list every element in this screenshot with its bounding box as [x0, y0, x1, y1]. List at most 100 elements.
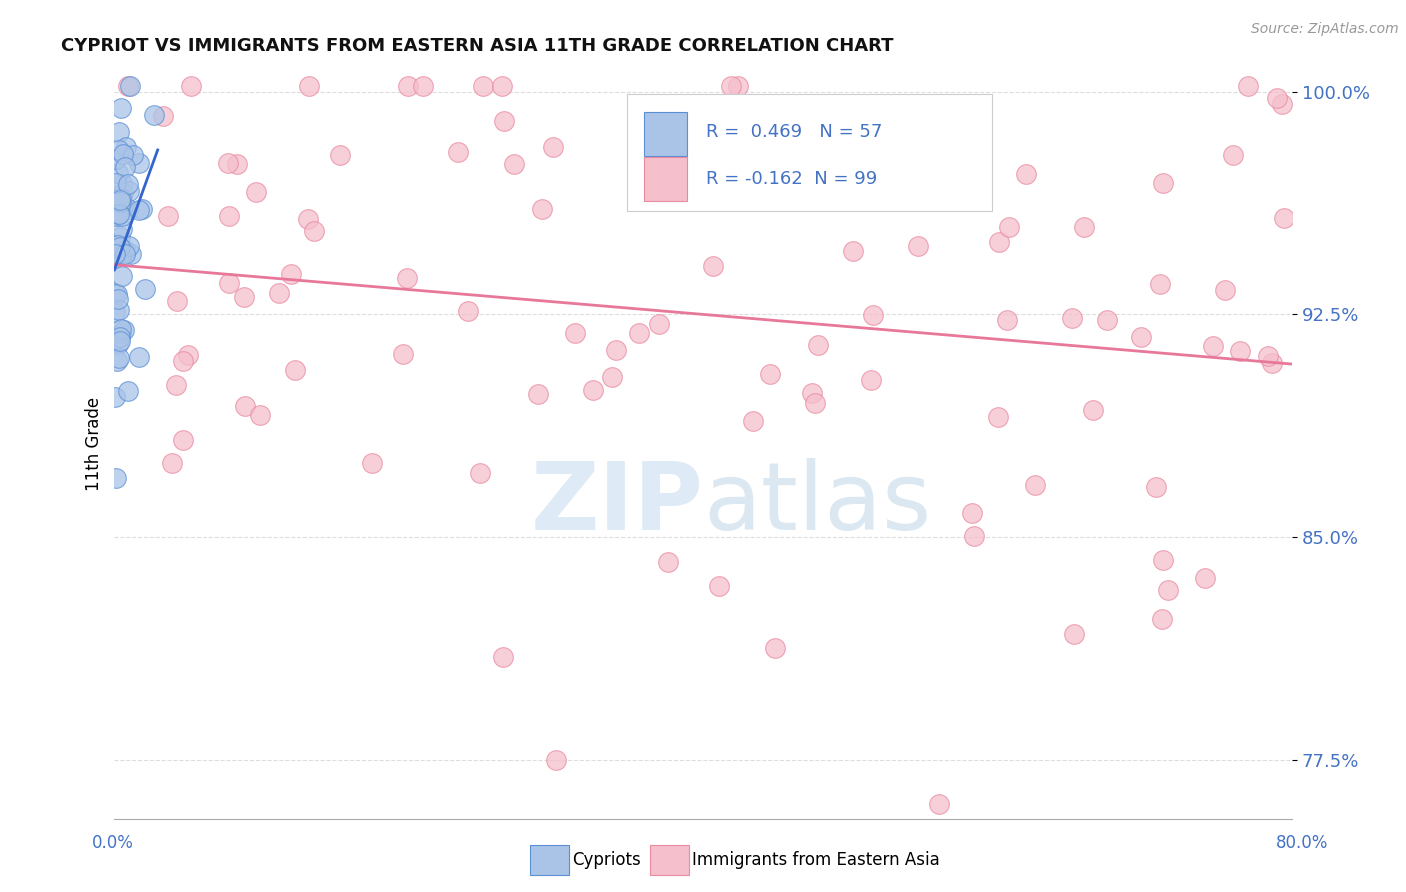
- Point: [1024, 478, 1046, 492]
- Point: [104, 247, 127, 261]
- Point: [108, 334, 131, 348]
- Point: [172, 433, 194, 447]
- Point: [104, 390, 127, 404]
- Point: [107, 166, 129, 180]
- Point: [108, 207, 131, 221]
- Point: [108, 351, 131, 366]
- Point: [280, 267, 302, 281]
- Point: [492, 650, 515, 665]
- Point: [1260, 356, 1282, 370]
- Point: [806, 338, 828, 352]
- Point: [110, 322, 132, 336]
- Point: [111, 222, 134, 236]
- Point: [582, 383, 605, 397]
- Point: [115, 244, 138, 258]
- Point: [117, 384, 139, 398]
- Point: [118, 239, 141, 253]
- Point: [1271, 96, 1294, 111]
- FancyBboxPatch shape: [644, 112, 686, 156]
- Point: [110, 244, 132, 259]
- Point: [105, 177, 128, 191]
- Point: [987, 235, 1010, 249]
- Point: [152, 109, 174, 123]
- Point: [110, 178, 132, 192]
- Point: [1157, 583, 1180, 598]
- Text: 80.0%: 80.0%: [1277, 834, 1329, 852]
- Point: [1272, 211, 1295, 225]
- Point: [468, 466, 491, 480]
- Point: [1083, 403, 1105, 417]
- Text: Cypriots: Cypriots: [572, 851, 641, 869]
- Point: [987, 409, 1010, 424]
- Point: [995, 312, 1018, 326]
- Point: [907, 238, 929, 252]
- Point: [842, 244, 865, 258]
- Point: [1144, 480, 1167, 494]
- Point: [962, 506, 984, 520]
- Point: [114, 140, 136, 154]
- Point: [1063, 626, 1085, 640]
- Point: [112, 323, 135, 337]
- Point: [122, 148, 145, 162]
- Point: [859, 374, 882, 388]
- Point: [226, 156, 249, 170]
- Point: [111, 186, 134, 200]
- Point: [108, 125, 131, 139]
- Text: Source: ZipAtlas.com: Source: ZipAtlas.com: [1251, 22, 1399, 37]
- Point: [117, 78, 139, 93]
- Point: [172, 354, 194, 368]
- Point: [108, 240, 131, 254]
- Point: [1257, 349, 1279, 363]
- Point: [720, 78, 742, 93]
- Point: [128, 351, 150, 365]
- Point: [104, 152, 127, 166]
- Point: [110, 101, 132, 115]
- Point: [104, 252, 127, 266]
- Point: [111, 209, 134, 223]
- Point: [128, 155, 150, 169]
- Point: [1152, 176, 1174, 190]
- Text: Immigrants from Eastern Asia: Immigrants from Eastern Asia: [692, 851, 939, 869]
- Point: [648, 317, 671, 331]
- Point: [842, 147, 865, 161]
- Point: [804, 396, 827, 410]
- Point: [1237, 78, 1260, 93]
- Point: [531, 202, 554, 217]
- Point: [928, 797, 950, 812]
- Text: CYPRIOT VS IMMIGRANTS FROM EASTERN ASIA 11TH GRADE CORRELATION CHART: CYPRIOT VS IMMIGRANTS FROM EASTERN ASIA …: [62, 37, 894, 55]
- Point: [110, 191, 132, 205]
- Point: [105, 354, 128, 368]
- Point: [862, 308, 884, 322]
- Point: [395, 270, 418, 285]
- Point: [218, 277, 240, 291]
- Point: [249, 408, 271, 422]
- Point: [180, 78, 202, 93]
- Point: [107, 337, 129, 351]
- Point: [329, 148, 352, 162]
- Point: [741, 414, 763, 428]
- Point: [457, 304, 479, 318]
- Point: [111, 268, 134, 283]
- Point: [232, 290, 254, 304]
- Text: atlas: atlas: [703, 458, 932, 549]
- Point: [114, 247, 136, 261]
- Point: [707, 579, 730, 593]
- Text: R = -0.162  N = 99: R = -0.162 N = 99: [706, 170, 877, 188]
- Point: [851, 100, 873, 114]
- Point: [105, 209, 128, 223]
- Point: [527, 387, 550, 401]
- Point: [108, 330, 131, 344]
- Point: [1015, 167, 1038, 181]
- Point: [1095, 313, 1118, 327]
- Point: [1229, 344, 1251, 359]
- Point: [160, 456, 183, 470]
- Point: [412, 78, 434, 93]
- Point: [392, 347, 415, 361]
- Point: [727, 78, 749, 93]
- Point: [786, 100, 808, 114]
- Point: [546, 753, 568, 767]
- Text: R =  0.469   N = 57: R = 0.469 N = 57: [706, 123, 882, 141]
- Point: [108, 193, 131, 207]
- Point: [177, 347, 200, 361]
- Point: [110, 247, 132, 261]
